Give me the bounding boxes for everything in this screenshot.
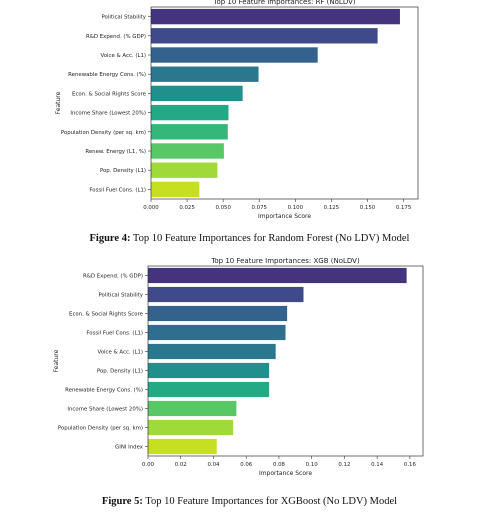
- bar: [151, 124, 228, 140]
- category-label: Renewable Energy Cons. (%): [68, 72, 146, 78]
- figure-4-caption: Figure 4: Top 10 Feature Importances for…: [89, 233, 410, 244]
- chart-title: Top 10 Feature Importances: XGB (NoLDV): [210, 258, 360, 265]
- bar: [148, 267, 407, 284]
- category-label: Political Stability: [102, 15, 147, 21]
- x-tick-label: 0.150: [360, 205, 376, 211]
- bar: [148, 286, 304, 303]
- plot-frame: [147, 265, 424, 457]
- category-label: GINI Index: [115, 445, 144, 451]
- x-tick-label: 0.050: [215, 205, 231, 211]
- bar: [151, 104, 229, 121]
- bar: [151, 47, 318, 63]
- bar: [151, 28, 378, 44]
- x-tick-label: 0.000: [143, 205, 159, 211]
- bar: [148, 362, 270, 379]
- category-label: Voice & Acc. (L1): [100, 53, 146, 59]
- category-label: R&D Expend. (% GDP): [83, 274, 143, 280]
- x-tick-label: 0.12: [338, 462, 350, 468]
- x-tick-label: 0.10: [306, 462, 319, 468]
- x-tick-label: 0.08: [273, 462, 286, 468]
- category-label: Population Density (per sq. km): [61, 130, 146, 136]
- category-label: Political Stability: [99, 293, 144, 299]
- figure-5-caption: Figure 5: Top 10 Feature Importances for…: [101, 496, 398, 507]
- bar: [151, 181, 200, 198]
- y-axis-label: Feature: [53, 349, 60, 372]
- x-tick-label: 0.14: [371, 462, 384, 468]
- plot-frame: [150, 6, 419, 200]
- bar: [148, 343, 276, 360]
- x-tick-label: 0.075: [252, 205, 267, 211]
- x-tick-label: 0.125: [324, 205, 339, 211]
- x-tick-label: 0.025: [179, 205, 194, 211]
- x-tick-label: 0.16: [404, 462, 417, 468]
- category-label: Pop. Density (L1): [100, 168, 146, 174]
- category-label: Fossil Fuel Cons. (L1): [86, 331, 143, 337]
- x-tick-label: 0.04: [207, 462, 220, 468]
- bar: [148, 438, 217, 455]
- x-axis-label: Importance Score: [259, 470, 312, 477]
- category-label: Population Density (per sq. km): [58, 426, 143, 432]
- category-label: Pop. Density (L1): [97, 369, 143, 375]
- category-label: Renewable Energy Cons. (%): [65, 388, 143, 394]
- rf-feature-importance-chart: Top 10 Feature Importances: RF (NoLDV) Po…: [55, 0, 419, 220]
- bar: [148, 305, 288, 322]
- x-tick-label: 0.00: [142, 462, 155, 468]
- category-label: Income Share (Lowest 20%): [67, 407, 143, 413]
- bar: [151, 66, 259, 82]
- bar: [151, 143, 224, 159]
- bar: [148, 381, 270, 398]
- xgb-feature-importance-chart: Top 10 Feature Importances: XGB (NoLDV) R…: [53, 258, 424, 477]
- y-axis-label: Feature: [55, 91, 62, 114]
- x-tick-label: 0.06: [240, 462, 253, 468]
- category-label: Renew. Energy (L1, %): [85, 149, 146, 155]
- category-label: R&D Expend. (% GDP): [86, 34, 146, 40]
- category-label: Econ. & Social Rights Score: [69, 312, 144, 318]
- category-label: Econ. & Social Rights Score: [72, 91, 147, 97]
- bar: [151, 8, 400, 25]
- x-tick-label: 0.02: [175, 462, 187, 468]
- bar: [148, 324, 286, 341]
- bar: [151, 85, 243, 102]
- bar: [148, 419, 234, 436]
- category-label: Voice & Acc. (L1): [97, 350, 143, 356]
- bar: [151, 162, 218, 178]
- category-label: Fossil Fuel Cons. (L1): [89, 187, 146, 193]
- bar: [148, 400, 237, 417]
- category-label: Income Share (Lowest 20%): [70, 111, 146, 117]
- x-tick-label: 0.100: [288, 205, 304, 211]
- x-tick-label: 0.175: [396, 205, 411, 211]
- x-axis-label: Importance Score: [258, 213, 311, 220]
- chart-title: Top 10 Feature Importances: RF (NoLDV): [212, 0, 356, 6]
